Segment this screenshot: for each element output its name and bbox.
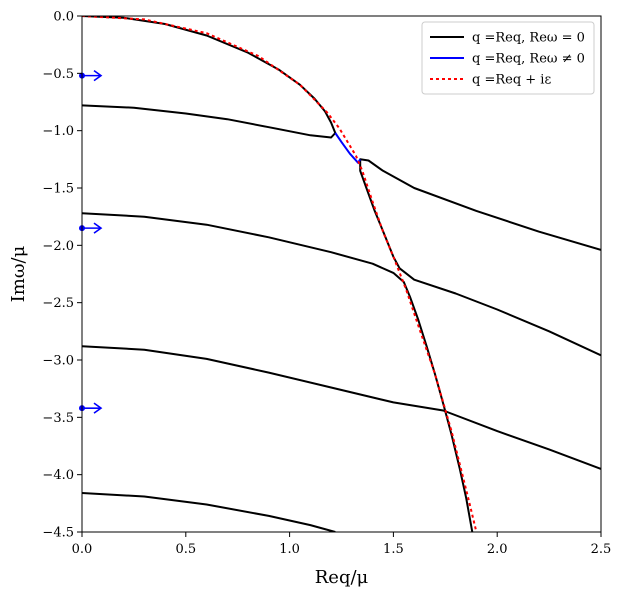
x-tick-label: 2.0: [487, 542, 508, 557]
series-line-2: [82, 212, 474, 532]
x-tick-label: 1.0: [279, 542, 300, 557]
y-tick-label: −0.5: [42, 67, 74, 82]
series-line-0: [82, 16, 337, 139]
y-tick-label: −4.5: [42, 526, 74, 541]
y-tick-label: 0.0: [53, 10, 74, 25]
plot-lines: [82, 16, 601, 532]
series-line-4: [82, 345, 601, 470]
y-tick-label: −2.5: [42, 296, 74, 311]
x-tick-label: 0.5: [175, 542, 196, 557]
series-line-5: [82, 492, 336, 532]
y-tick-label: −3.5: [42, 411, 74, 426]
x-tick-label: 2.5: [591, 542, 612, 557]
legend-label: q =Req + iε: [472, 73, 551, 88]
y-tick-label: −3.0: [42, 354, 74, 369]
legend: q =Req, Reω = 0 q =Req, Reω ≠ 0 q =Req + i…: [421, 21, 595, 95]
ticks: 0.0 0.5 1.0 1.5 2.0 2.5 0.0 −0.5 −1.0 −1.5 −2.0 −2.…: [42, 10, 611, 558]
plot-frame: [81, 15, 602, 533]
legend-label: q =Req, Reω = 0: [472, 31, 585, 46]
series-line-3: [398, 267, 601, 357]
y-tick-label: −2.0: [42, 239, 74, 254]
legend-label: q =Req, Reω ≠ 0: [472, 52, 585, 67]
legend-box: [421, 21, 595, 95]
y-axis-label: Imω/μ: [8, 245, 29, 302]
series-line-1: [359, 158, 601, 269]
x-tick-label: 1.5: [383, 542, 404, 557]
x-axis-label: Req/μ: [315, 567, 369, 588]
y-tick-label: −1.0: [42, 124, 74, 139]
series-line-7: [82, 16, 478, 532]
markers: [79, 69, 103, 414]
x-tick-label: 0.0: [72, 542, 93, 557]
y-tick-label: −4.0: [42, 468, 74, 483]
y-tick-label: −1.5: [42, 182, 74, 197]
